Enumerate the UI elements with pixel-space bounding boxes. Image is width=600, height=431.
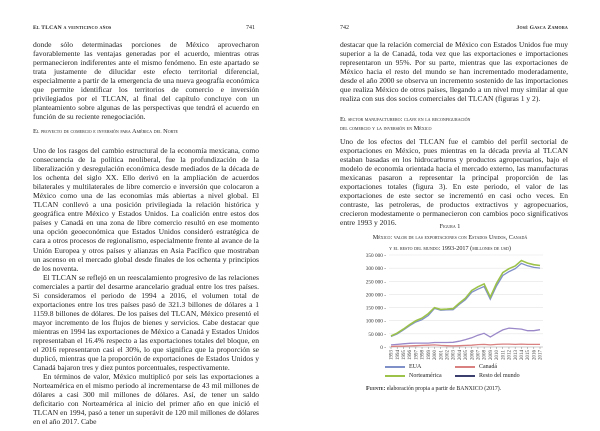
body-text: destacar que la relación comercial de Mé… — [340, 40, 568, 103]
paragraph: donde sólo determinadas porciones de Méx… — [33, 40, 259, 122]
x-tick-label: 1994 — [396, 350, 401, 361]
x-tick-label: 2010 — [495, 350, 500, 361]
series-line-canadá — [390, 343, 540, 348]
x-tick-label: 1995 — [402, 350, 407, 361]
paragraph: destacar que la relación comercial de Mé… — [340, 40, 568, 104]
x-tick-label: 2002 — [445, 350, 450, 361]
body-text: donde sólo determinadas porciones de Méx… — [33, 40, 259, 121]
figure-label: Figura 1 — [439, 223, 461, 230]
x-tick-label: 2007 — [477, 350, 482, 361]
left-page: El TLCAN a veinticinco años 741 donde só… — [33, 25, 259, 426]
x-tick-label: 2004 — [458, 350, 463, 361]
x-tick-label: 2012 — [508, 350, 513, 361]
legend-item-eua: EUA — [385, 364, 421, 370]
legend-item-norteamerica: Norteamérica — [385, 373, 442, 379]
page-number: 741 — [246, 25, 255, 31]
y-tick-label: 350 000 - — [366, 253, 387, 259]
y-tick-label: 150 000 - — [366, 306, 387, 312]
paragraph: Uno de los rasgos del cambio estructural… — [33, 146, 259, 273]
x-tick-label: 2016 — [532, 350, 537, 361]
series-line-eua — [390, 262, 541, 338]
right-page: 742 José Gasca Zamora destacar que la re… — [300, 0, 600, 431]
section-heading: El sector manufacturero: clave en la rec… — [340, 115, 470, 133]
series-line-resto-del-mundo — [390, 327, 541, 346]
y-tick-label: 300 000 - — [366, 266, 387, 272]
body-text: Uno de los efectos del TLCAN fue el camb… — [340, 137, 568, 227]
figure-source: Fuente: elaboración propia a partir de B… — [366, 386, 502, 392]
line-chart: 0 - 50 000 - 100 000 - 150 000 - 200 000 - 25… — [366, 253, 544, 361]
figure-title: y el resto del mundo: 1993-2017 (millone… — [389, 245, 511, 252]
legend-swatch — [385, 366, 405, 368]
running-header: El TLCAN a veinticinco años — [33, 25, 112, 31]
x-tick-label: 2001 — [439, 350, 444, 361]
series-line-norteamérica — [390, 259, 541, 337]
x-tick-label: 2011 — [501, 350, 506, 360]
page-number: 742 — [340, 25, 349, 31]
legend-swatch — [455, 375, 475, 377]
x-tick-label: 2014 — [520, 350, 525, 361]
x-tick-label: 2005 — [464, 350, 469, 361]
paragraph: En términos de valor, México multiplicó … — [33, 372, 259, 427]
paragraph: El TLCAN se reflejó en un reescalamiento… — [33, 272, 259, 373]
x-tick-label: 1999 — [427, 350, 432, 361]
y-tick-label: 0 - — [380, 345, 386, 351]
x-tick-label: 2013 — [514, 350, 519, 361]
legend-swatch — [385, 375, 405, 377]
x-tick-label: 2003 — [452, 350, 457, 361]
x-tick-label: 1996 — [408, 350, 413, 361]
paragraph: Uno de los efectos del TLCAN fue el camb… — [340, 137, 568, 228]
y-tick-label: 250 000 - — [366, 279, 387, 285]
legend-swatch — [455, 366, 475, 368]
figure-caption: Figura 1 México: valor de las exportacio… — [300, 221, 600, 254]
x-tick-label: 1993 — [390, 350, 395, 361]
y-tick-label: 100 000 - — [366, 319, 387, 325]
y-tick-label: 200 000 - — [366, 292, 387, 298]
x-tick-label: 1998 — [421, 350, 426, 361]
x-tick-label: 2009 — [489, 350, 494, 361]
x-tick-label: 1997 — [414, 350, 419, 361]
section-heading-line: del comercio y la inversión en México — [340, 125, 432, 132]
x-tick-label: 2008 — [483, 350, 488, 361]
legend-item-resto: Resto del mundo — [455, 373, 520, 379]
legend-item-canada: Canadá — [455, 364, 497, 370]
running-header: José Gasca Zamora — [516, 25, 568, 31]
body-text: Uno de los rasgos del cambio estructural… — [33, 146, 259, 426]
figure-title: México: valor de las exportaciones con E… — [372, 234, 528, 241]
section-heading-line: El sector manufacturero: clave en la rec… — [340, 116, 471, 123]
x-tick-label: 2017 — [539, 350, 544, 361]
section-heading: El proyecto de comercio e inversión para… — [33, 128, 178, 135]
y-tick-label: 50 000 - — [368, 332, 386, 338]
x-tick-label: 2015 — [526, 350, 531, 361]
x-tick-label: 2006 — [470, 350, 475, 361]
x-tick-label: 2000 — [433, 350, 438, 361]
